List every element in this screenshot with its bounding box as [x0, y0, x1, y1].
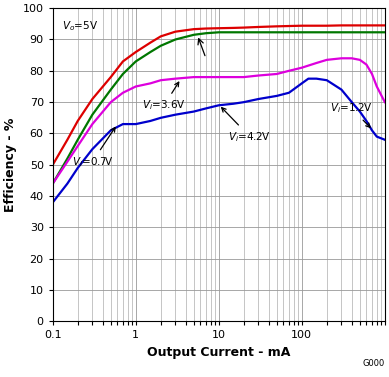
Y-axis label: Efficiency - %: Efficiency - %: [4, 118, 17, 212]
Text: G000: G000: [363, 359, 385, 368]
Text: $V_i$=3.6V: $V_i$=3.6V: [142, 82, 186, 112]
Text: $V_i$=1.2V: $V_i$=1.2V: [330, 101, 373, 127]
Text: $V_i$=4.2V: $V_i$=4.2V: [222, 108, 271, 144]
Text: $V_i$=0.7V: $V_i$=0.7V: [72, 127, 115, 169]
Text: $V_o$=5V: $V_o$=5V: [62, 19, 98, 33]
X-axis label: Output Current - mA: Output Current - mA: [147, 346, 291, 359]
